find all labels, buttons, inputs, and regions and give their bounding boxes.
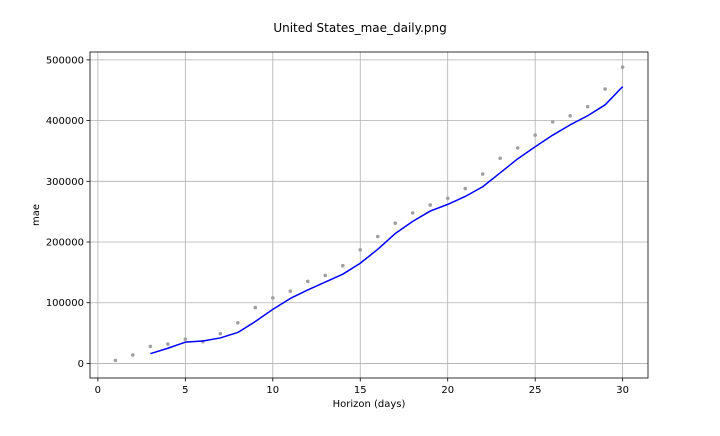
- x-tick-label: 15: [354, 385, 367, 396]
- grid: [90, 52, 648, 378]
- data-point: [445, 196, 450, 201]
- data-point: [113, 358, 118, 363]
- data-point: [550, 120, 555, 124]
- x-tick-label: 10: [266, 385, 279, 396]
- y-axis-label: mae: [31, 204, 42, 226]
- data-point: [515, 146, 520, 150]
- data-point: [288, 289, 293, 293]
- x-axis-ticks: 0 5 10 15 20 25 30: [95, 378, 629, 396]
- y-tick-label: 200000: [46, 238, 84, 249]
- y-axis-ticks: 0 100000 200000 300000 400000 500000: [46, 55, 90, 370]
- data-point: [323, 273, 328, 278]
- data-point: [218, 331, 223, 336]
- y-tick-label: 500000: [46, 55, 84, 66]
- data-point: [410, 211, 415, 215]
- x-tick-label: 5: [182, 385, 188, 396]
- data-point: [463, 186, 468, 191]
- data-point: [131, 353, 135, 357]
- x-axis-label: Horizon (days): [333, 399, 406, 410]
- plot-area-frame: [89, 51, 649, 379]
- data-point: [148, 344, 153, 349]
- data-point: [498, 156, 502, 161]
- data-point: [236, 320, 240, 325]
- data-point: [183, 337, 188, 341]
- scatter-series: [113, 65, 625, 363]
- data-point: [166, 342, 170, 346]
- data-point: [253, 305, 258, 310]
- data-point: [603, 87, 607, 91]
- data-point: [533, 133, 537, 137]
- chart-title: United States_mae_daily.png: [273, 21, 446, 35]
- data-point: [340, 263, 345, 268]
- data-point: [358, 248, 363, 252]
- x-tick-label: 30: [616, 385, 629, 396]
- series-line: [150, 86, 624, 355]
- data-point: [620, 65, 625, 69]
- x-tick-label: 0: [95, 385, 101, 396]
- x-tick-label: 25: [529, 385, 542, 396]
- y-tick-label: 0: [78, 359, 84, 370]
- data-point: [270, 296, 275, 300]
- data-point: [428, 203, 433, 207]
- data-point: [480, 172, 485, 176]
- data-point: [585, 104, 590, 109]
- line-series: [150, 86, 624, 355]
- data-point: [393, 221, 398, 225]
- data-point: [568, 113, 572, 118]
- data-point: [375, 234, 380, 239]
- y-tick-label: 100000: [46, 298, 84, 309]
- data-point: [305, 279, 310, 284]
- y-tick-label: 300000: [46, 177, 84, 188]
- y-tick-label: 400000: [46, 116, 84, 127]
- x-tick-label: 20: [441, 385, 454, 396]
